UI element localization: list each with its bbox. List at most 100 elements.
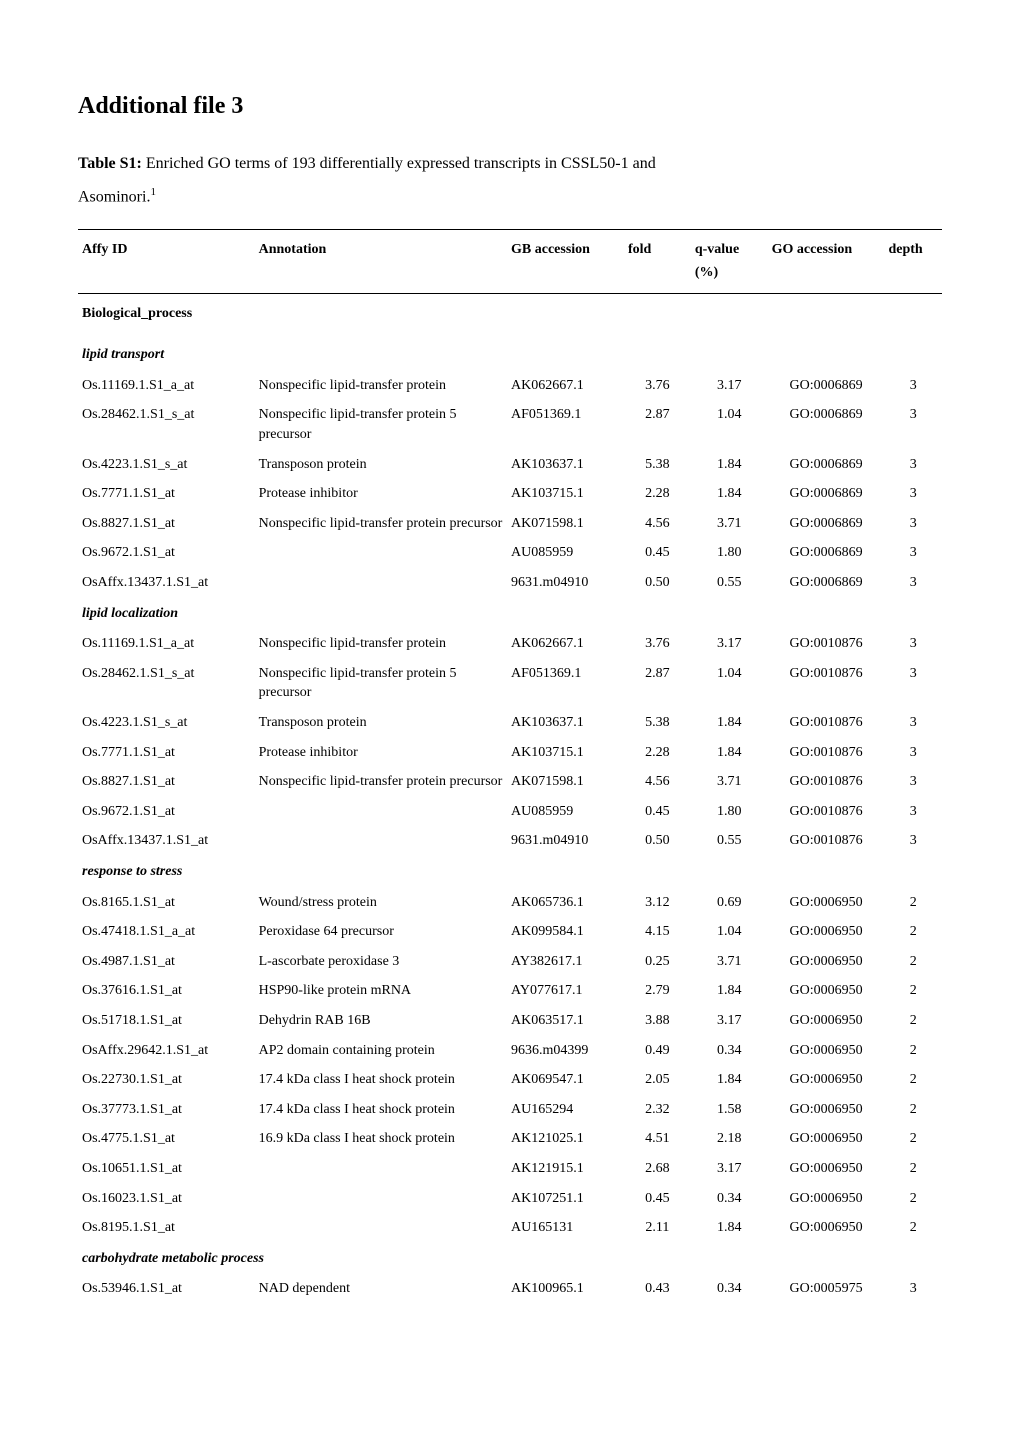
table-row: Os.9672.1.S1_atAU0859590.451.80GO:001087…: [78, 797, 942, 827]
cell-depth: 2: [884, 1065, 942, 1095]
cell-annotation: AP2 domain containing protein: [255, 1036, 507, 1066]
section-header: Biological_process: [78, 293, 942, 339]
cell-go: GO:0006869: [768, 400, 885, 449]
cell-gb: 9631.m04910: [507, 568, 624, 598]
cell-annotation: [255, 538, 507, 568]
cell-go: GO:0006869: [768, 371, 885, 401]
cell-go: GO:0006869: [768, 568, 885, 598]
cell-gb: AK103715.1: [507, 738, 624, 768]
cell-affy: Os.7771.1.S1_at: [78, 738, 255, 768]
cell-depth: 2: [884, 888, 942, 918]
cell-gb: AK121025.1: [507, 1124, 624, 1154]
col-qvalue: q-value: [691, 229, 768, 261]
table-row: Os.11169.1.S1_a_atNonspecific lipid-tran…: [78, 629, 942, 659]
cell-gb: AK071598.1: [507, 767, 624, 797]
table-row: OsAffx.29642.1.S1_atAP2 domain containin…: [78, 1036, 942, 1066]
group-header: carbohydrate metabolic process: [78, 1243, 942, 1275]
cell-affy: Os.16023.1.S1_at: [78, 1184, 255, 1214]
cell-gb: AU085959: [507, 538, 624, 568]
cell-depth: 3: [884, 767, 942, 797]
cell-gb: AK062667.1: [507, 371, 624, 401]
cell-affy: Os.11169.1.S1_a_at: [78, 629, 255, 659]
cell-gb: AK071598.1: [507, 509, 624, 539]
cell-annotation: Nonspecific lipid-transfer protein 5 pre…: [255, 659, 507, 708]
col-go: GO accession: [768, 229, 885, 261]
cell-gb: AK099584.1: [507, 917, 624, 947]
table-row: OsAffx.13437.1.S1_at9631.m049100.500.55G…: [78, 826, 942, 856]
cell-depth: 2: [884, 1154, 942, 1184]
cell-go: GO:0006950: [768, 1154, 885, 1184]
cell-go: GO:0010876: [768, 659, 885, 708]
cell-qvalue: 3.17: [691, 1006, 768, 1036]
cell-gb: AK107251.1: [507, 1184, 624, 1214]
cell-gb: AK121915.1: [507, 1154, 624, 1184]
cell-depth: 2: [884, 1213, 942, 1243]
cell-depth: 2: [884, 917, 942, 947]
cell-depth: 3: [884, 538, 942, 568]
cell-annotation: Nonspecific lipid-transfer protein: [255, 371, 507, 401]
cell-fold: 0.49: [624, 1036, 691, 1066]
cell-gb: AF051369.1: [507, 659, 624, 708]
cell-qvalue: 1.58: [691, 1095, 768, 1125]
cell-fold: 3.88: [624, 1006, 691, 1036]
table-row: Os.53946.1.S1_atNAD dependentAK100965.10…: [78, 1274, 942, 1304]
cell-annotation: 17.4 kDa class I heat shock protein: [255, 1065, 507, 1095]
cell-fold: 2.05: [624, 1065, 691, 1095]
footnote-ref: 1: [150, 186, 156, 198]
cell-depth: 3: [884, 708, 942, 738]
cell-qvalue: 1.84: [691, 1213, 768, 1243]
cell-fold: 3.76: [624, 371, 691, 401]
cell-fold: 2.87: [624, 659, 691, 708]
cell-annotation: NAD dependent: [255, 1274, 507, 1304]
table-row: Os.47418.1.S1_a_atPeroxidase 64 precurso…: [78, 917, 942, 947]
col-annotation: Annotation: [255, 229, 507, 261]
cell-gb: AU085959: [507, 797, 624, 827]
cell-go: GO:0006950: [768, 1065, 885, 1095]
cell-depth: 3: [884, 1274, 942, 1304]
cell-fold: 2.28: [624, 738, 691, 768]
cell-go: GO:0006950: [768, 947, 885, 977]
cell-gb: AK103715.1: [507, 479, 624, 509]
cell-qvalue: 3.17: [691, 1154, 768, 1184]
cell-go: GO:0006950: [768, 1124, 885, 1154]
cell-fold: 2.28: [624, 479, 691, 509]
cell-affy: Os.8827.1.S1_at: [78, 509, 255, 539]
cell-go: GO:0006950: [768, 1184, 885, 1214]
cell-annotation: Protease inhibitor: [255, 479, 507, 509]
cell-annotation: Dehydrin RAB 16B: [255, 1006, 507, 1036]
cell-annotation: [255, 1154, 507, 1184]
table-row: Os.8827.1.S1_atNonspecific lipid-transfe…: [78, 767, 942, 797]
cell-go: GO:0005975: [768, 1274, 885, 1304]
table-row: OsAffx.13437.1.S1_at9631.m049100.500.55G…: [78, 568, 942, 598]
cell-affy: Os.8827.1.S1_at: [78, 767, 255, 797]
cell-annotation: 17.4 kDa class I heat shock protein: [255, 1095, 507, 1125]
cell-fold: 2.32: [624, 1095, 691, 1125]
cell-affy: Os.37616.1.S1_at: [78, 976, 255, 1006]
cell-go: GO:0010876: [768, 826, 885, 856]
cell-gb: AK062667.1: [507, 629, 624, 659]
cell-gb: AK063517.1: [507, 1006, 624, 1036]
table-row: Os.4987.1.S1_atL-ascorbate peroxidase 3A…: [78, 947, 942, 977]
cell-depth: 3: [884, 450, 942, 480]
cell-depth: 2: [884, 976, 942, 1006]
cell-affy: Os.8195.1.S1_at: [78, 1213, 255, 1243]
cell-affy: Os.28462.1.S1_s_at: [78, 659, 255, 708]
cell-go: GO:0006950: [768, 1006, 885, 1036]
cell-qvalue: 3.17: [691, 371, 768, 401]
caption-line2-text: Asominori.: [78, 188, 150, 205]
cell-fold: 0.25: [624, 947, 691, 977]
cell-annotation: Transposon protein: [255, 450, 507, 480]
cell-fold: 4.51: [624, 1124, 691, 1154]
cell-fold: 0.45: [624, 538, 691, 568]
table-row: Os.37773.1.S1_at17.4 kDa class I heat sh…: [78, 1095, 942, 1125]
cell-gb: AY077617.1: [507, 976, 624, 1006]
table-row: Os.28462.1.S1_s_atNonspecific lipid-tran…: [78, 400, 942, 449]
cell-qvalue: 3.17: [691, 629, 768, 659]
table-row: Os.8165.1.S1_atWound/stress proteinAK065…: [78, 888, 942, 918]
group-header: response to stress: [78, 856, 942, 888]
col-affy: Affy ID: [78, 229, 255, 261]
cell-qvalue: 0.34: [691, 1036, 768, 1066]
cell-gb: AU165294: [507, 1095, 624, 1125]
cell-depth: 2: [884, 1124, 942, 1154]
col-fold: fold: [624, 229, 691, 261]
